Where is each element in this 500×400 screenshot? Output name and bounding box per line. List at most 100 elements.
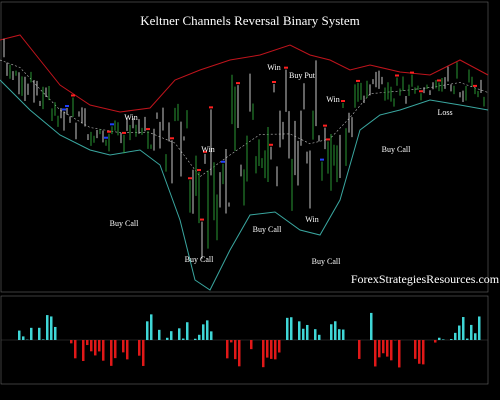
signal-marker bbox=[320, 158, 324, 161]
signal-marker bbox=[200, 218, 204, 221]
histogram-bar bbox=[150, 314, 153, 340]
histogram-bar bbox=[286, 317, 289, 340]
histogram-bar bbox=[70, 340, 73, 344]
annotation: Loss bbox=[437, 108, 452, 117]
signal-marker bbox=[326, 138, 330, 141]
histogram-bar bbox=[374, 340, 377, 367]
price-action bbox=[0, 34, 489, 291]
annotation: Buy Call bbox=[185, 255, 214, 264]
annotation: Win bbox=[124, 113, 137, 122]
histogram-bar bbox=[182, 338, 185, 340]
histogram-bar bbox=[342, 329, 345, 340]
signal-marker bbox=[209, 106, 213, 109]
signal-marker bbox=[65, 105, 69, 108]
histogram-bar bbox=[234, 340, 237, 360]
histogram-bar bbox=[270, 340, 273, 359]
histogram-bar bbox=[18, 330, 21, 340]
histogram-bar bbox=[94, 340, 97, 356]
histogram-bar bbox=[22, 336, 25, 340]
histogram-bar bbox=[478, 316, 481, 340]
histogram-bar bbox=[462, 317, 465, 340]
signal-marker bbox=[341, 100, 345, 103]
histogram-bar bbox=[210, 331, 213, 340]
histogram-bar bbox=[170, 331, 173, 340]
histogram-bar bbox=[202, 324, 205, 340]
histogram-bar bbox=[274, 340, 277, 360]
annotations: Win Win Win Buy Put Win Buy Call Buy Call Buy C… bbox=[110, 63, 453, 266]
histogram-bar bbox=[194, 338, 197, 340]
histogram-bar bbox=[146, 321, 149, 340]
signal-marker bbox=[221, 160, 225, 163]
histogram-bar bbox=[330, 324, 333, 340]
signal-marker bbox=[107, 130, 111, 133]
histogram-bar bbox=[206, 320, 209, 340]
signal-marker bbox=[197, 169, 201, 172]
histogram-bar bbox=[314, 329, 317, 340]
histogram-bar bbox=[158, 329, 161, 340]
histogram-bar bbox=[306, 324, 309, 340]
histogram-bar bbox=[142, 340, 145, 366]
histogram-bar bbox=[338, 329, 341, 340]
histogram-bar bbox=[110, 340, 113, 366]
histogram-bar bbox=[226, 340, 229, 359]
histogram-bar bbox=[414, 340, 417, 359]
histogram-bar bbox=[378, 340, 381, 358]
signal-marker bbox=[110, 123, 114, 126]
histogram-bar bbox=[370, 312, 373, 340]
signal-marker bbox=[146, 128, 150, 131]
histogram-bar bbox=[30, 327, 33, 340]
signal-marker bbox=[437, 79, 441, 82]
histogram-bar bbox=[434, 340, 437, 343]
signal-marker bbox=[62, 108, 66, 111]
histogram-bar bbox=[42, 339, 45, 340]
histogram-bar bbox=[334, 321, 337, 340]
histogram-bar bbox=[266, 340, 269, 358]
signal-marker bbox=[272, 80, 276, 83]
signal-marker bbox=[419, 90, 423, 93]
histogram-bar bbox=[438, 337, 441, 340]
histogram-bar bbox=[290, 317, 293, 340]
signal-marker bbox=[356, 79, 360, 82]
signal-marker bbox=[188, 177, 192, 180]
histogram-bar bbox=[250, 340, 253, 350]
signal-marker bbox=[122, 131, 126, 134]
histogram-bar bbox=[86, 340, 89, 346]
histogram-bar bbox=[238, 340, 241, 367]
main-panel-frame bbox=[0, 1, 489, 293]
histogram-bar bbox=[178, 328, 181, 340]
watermark: ForexStrategiesResources.com bbox=[351, 272, 500, 286]
histogram-bar bbox=[298, 321, 301, 340]
histogram-bar bbox=[82, 340, 85, 362]
signal-marker bbox=[71, 94, 75, 97]
histogram-bar bbox=[358, 340, 361, 359]
annotation: Buy Call bbox=[382, 145, 411, 154]
histogram-bar bbox=[98, 340, 101, 352]
annotation: Win bbox=[305, 215, 318, 224]
histogram-bar bbox=[138, 340, 141, 356]
annotation: Buy Call bbox=[253, 225, 282, 234]
histogram-bar bbox=[458, 325, 461, 340]
histogram-bar bbox=[74, 340, 77, 359]
histogram-bar bbox=[262, 340, 265, 368]
histogram-bar bbox=[38, 327, 41, 340]
histogram-bar bbox=[386, 340, 389, 357]
middle-channel bbox=[0, 59, 489, 178]
annotation: Win bbox=[267, 63, 280, 72]
lower-channel bbox=[0, 79, 489, 291]
histogram-bar bbox=[102, 340, 105, 361]
histogram-bar bbox=[398, 340, 401, 368]
histogram-bar bbox=[278, 340, 281, 353]
histogram-bar bbox=[390, 340, 393, 361]
histogram-bar bbox=[450, 339, 453, 340]
histogram-bar bbox=[466, 338, 469, 340]
histogram-bar bbox=[454, 332, 457, 340]
annotation: Buy Call bbox=[312, 257, 341, 266]
signal-marker bbox=[410, 71, 414, 74]
signal-marker bbox=[236, 82, 240, 85]
signal-marker bbox=[473, 84, 477, 87]
histogram-bar bbox=[470, 324, 473, 340]
signal-marker bbox=[395, 74, 399, 77]
histogram-bar bbox=[46, 315, 49, 340]
